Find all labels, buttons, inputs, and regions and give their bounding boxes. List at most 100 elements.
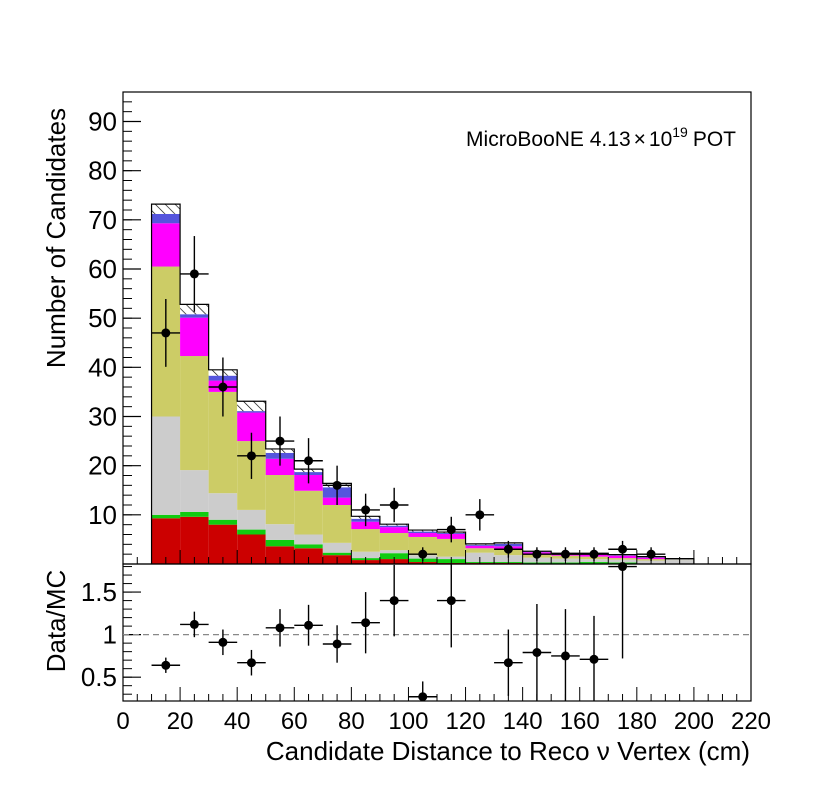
data-point [522,603,552,701]
bar-grey-bin-0 [151,416,181,515]
x-tick-label: 160 [560,708,600,735]
data-point [180,236,209,312]
bar-green-bin-2 [208,519,238,525]
bar-blue-bin-9 [408,531,437,534]
bar-hatched-bin-0 [151,204,181,214]
data-point [265,609,295,647]
bar-olive-bin-4 [265,475,295,525]
x-axis-label: Candidate Distance to Reco ν Vertex (cm) [266,736,750,766]
data-point [322,625,352,663]
marker [189,269,199,279]
y-tick-label: 1.5 [81,577,117,607]
marker [446,525,456,535]
data-point [608,562,637,659]
bar-grey-bin-1 [180,470,209,512]
data-point [579,615,609,701]
x-tick-label: 40 [224,708,251,735]
marker [418,692,428,702]
ratio-points [151,562,637,702]
bar-grey-bin-5 [294,534,323,545]
data-point [522,547,552,562]
data-point [494,629,523,696]
bar-magenta-bin-9 [408,533,437,537]
marker [361,618,371,628]
data-point [208,629,238,656]
marker [275,436,285,446]
data-point [437,564,466,648]
marker [646,549,656,559]
data-point [379,487,409,523]
y-tick-label: 50 [88,303,117,333]
bar-red-bin-4 [265,546,295,564]
marker [332,639,342,649]
bar-olive-bin-6 [322,505,352,543]
stacked-bars [150,203,695,564]
x-tick-label: 180 [617,708,657,735]
data-point [294,604,323,646]
data-point [608,540,637,558]
x-tick-label: 120 [446,708,486,735]
data-point [151,657,181,673]
bar-grey-bin-7 [351,551,380,559]
marker [503,544,513,554]
data-point [551,609,580,701]
annotation-text: MicroBooNE 4.13 × 1019 POT [466,124,736,151]
marker [589,654,599,664]
data-point [237,649,266,676]
bar-hatched-bin-9 [408,530,437,532]
bar-olive-bin-7 [351,529,380,552]
x-tick-label: 100 [388,708,428,735]
y-tick-label: 30 [88,402,117,432]
bar-green-bin-3 [237,529,266,535]
bar-magenta-bin-4 [265,458,295,476]
bar-hatched-bin-8 [379,524,409,526]
data-point [351,493,380,527]
data-point [208,357,238,417]
bar-grey-bin-2 [208,493,238,520]
bar-blue-bin-0 [151,213,181,224]
bar-grey-bin-8 [379,550,409,554]
data-point [294,438,323,484]
bar-blue-bin-3 [237,411,266,413]
bar-green-bin-8 [379,553,409,560]
marker [389,596,399,606]
y-tick-label: 40 [88,352,117,382]
bar-magenta-bin-1 [180,317,209,357]
bar-blue-bin-8 [379,525,409,528]
marker [532,647,542,657]
bar-olive-bin-9 [408,536,437,556]
marker [161,328,171,338]
data-point [437,516,466,543]
data-point [180,611,209,638]
data-point [636,547,666,562]
y-tick-label: 90 [88,107,117,137]
data-point [322,465,352,505]
marker [246,658,256,668]
marker [618,544,628,554]
marker [218,637,228,647]
y-tick-label: 1 [103,620,117,650]
bar-blue-bin-11 [465,544,495,546]
bar-magenta-bin-8 [379,527,409,534]
marker [560,651,570,661]
x-tick-label: 80 [338,708,365,735]
bar-red-bin-5 [294,548,323,564]
top-y-axis-label: Number of Candidates [41,108,71,368]
y-tick-label: 0.5 [81,662,117,692]
y-tick-label: 20 [88,451,117,481]
bar-red-bin-0 [151,518,181,564]
bar-green-bin-6 [322,552,352,556]
marker [475,510,485,520]
data-point [551,547,580,562]
bottom-y-axis-label: Data/MC [41,570,71,673]
data-point [494,540,523,558]
axes-frame [122,563,752,702]
bar-green-bin-0 [151,514,181,519]
data-point [379,564,409,637]
bar-grey-bin-3 [237,509,266,530]
bar-olive-bin-5 [294,490,323,535]
data-point [408,547,437,562]
bar-olive-bin-10 [437,538,466,557]
bar-green-bin-4 [265,539,295,547]
marker [161,660,171,670]
